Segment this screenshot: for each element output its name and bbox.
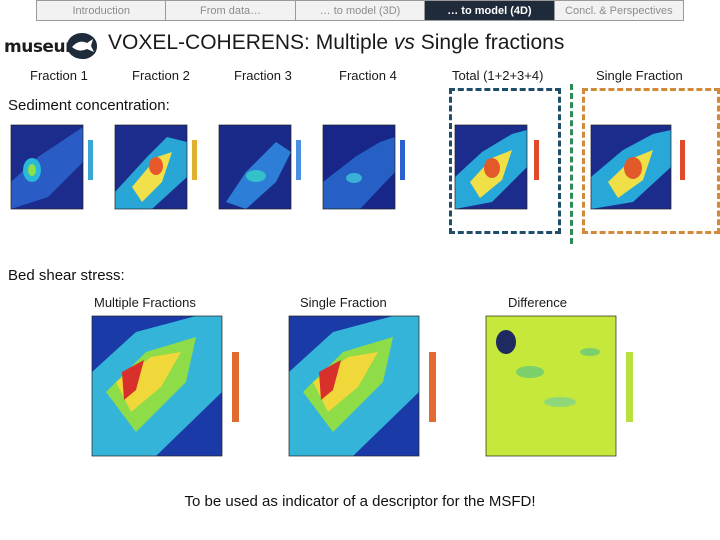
tab-from-data[interactable]: From data… [165, 0, 295, 21]
shear-map-multiple-svg [91, 315, 239, 457]
fraction-1-label: Fraction 1 [30, 68, 88, 83]
shear-map-difference-svg [485, 315, 633, 457]
map-fraction-1-svg [10, 124, 93, 210]
tab-model-4d[interactable]: … to model (4D) [424, 0, 554, 21]
map-single-fraction-svg [590, 124, 685, 210]
shear-map-single [263, 312, 459, 472]
logo-text: museum [4, 37, 83, 57]
map-fraction-4 [320, 122, 416, 218]
map-single-fraction [588, 122, 708, 218]
map-total [452, 122, 552, 218]
multiple-fractions-label: Multiple Fractions [94, 295, 196, 310]
fraction-4-label: Fraction 4 [339, 68, 397, 83]
map-fraction-2 [112, 122, 208, 218]
tab-conclusions[interactable]: Concl. & Perspectives [553, 0, 685, 21]
section-nav: Introduction From data… … to model (3D) … [36, 0, 685, 21]
total-label: Total (1+2+3+4) [452, 68, 544, 83]
tab-introduction[interactable]: Introduction [36, 0, 166, 21]
bed-shear-stress-label: Bed shear stress: [8, 267, 125, 284]
title-emphasis: vs [393, 31, 415, 54]
title-prefix: VOXEL-COHERENS: Multiple [108, 31, 394, 54]
footer-note: To be used as indicator of a descriptor … [184, 493, 536, 510]
map-fraction-4-svg [322, 124, 405, 210]
shear-map-multiple [66, 312, 262, 472]
fraction-3-label: Fraction 3 [234, 68, 292, 83]
map-fraction-3-svg [218, 124, 301, 210]
museum-logo: museum [4, 31, 100, 65]
tab-model-3d[interactable]: … to model (3D) [294, 0, 425, 21]
single-fraction-label: Single Fraction [596, 68, 683, 83]
fraction-2-label: Fraction 2 [132, 68, 190, 83]
single-fraction-frame [582, 88, 720, 234]
map-total-svg [454, 124, 539, 210]
single-fraction-shear-label: Single Fraction [300, 295, 387, 310]
divider-line [570, 84, 573, 244]
fish-icon [67, 33, 97, 59]
map-fraction-3 [216, 122, 312, 218]
slide-title: VOXEL-COHERENS: Multiple vs Single fract… [108, 31, 668, 55]
sediment-concentration-label: Sediment concentration: [8, 97, 170, 114]
total-frame [449, 88, 561, 234]
shear-map-difference [460, 312, 660, 472]
difference-label: Difference [508, 295, 568, 310]
title-suffix: Single fractions [414, 31, 565, 54]
map-fraction-1 [8, 122, 104, 218]
map-fraction-2-svg [114, 124, 197, 210]
shear-map-single-svg [288, 315, 436, 457]
